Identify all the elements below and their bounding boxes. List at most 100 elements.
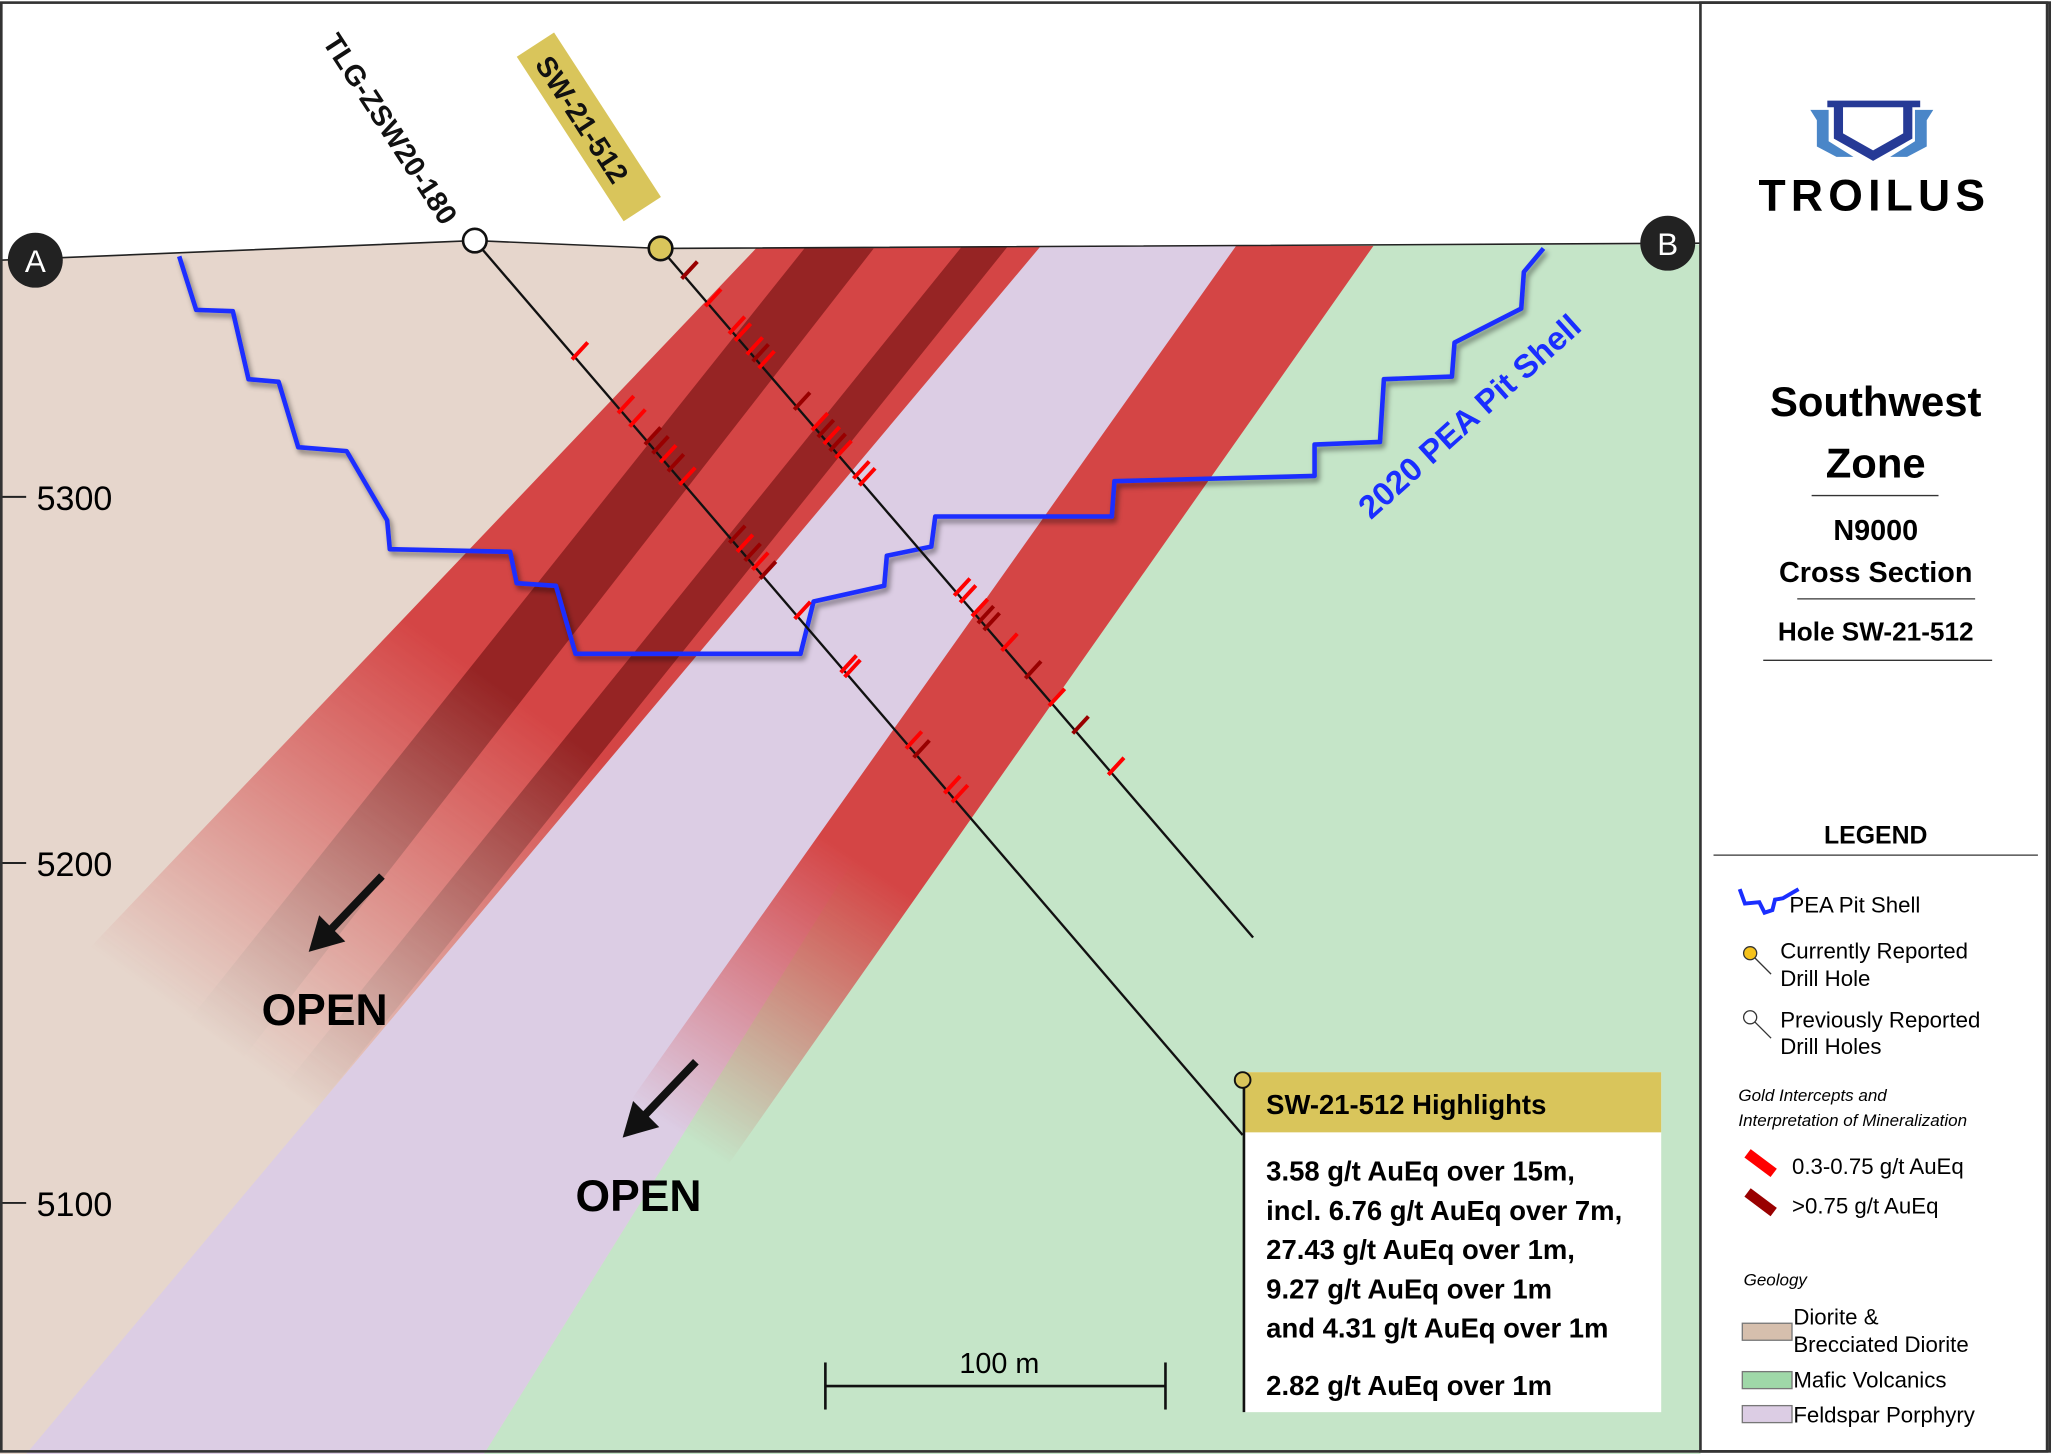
intercept-high-grade: [758, 560, 778, 580]
intercept-low-grade: [793, 600, 812, 621]
intercept-high-grade: [1023, 659, 1043, 680]
intercept-low-grade: [745, 336, 764, 356]
intercept-low-grade: [822, 425, 841, 446]
previous-drill-hole-trace: [473, 239, 1244, 1136]
section-name: N9000: [1833, 515, 1918, 547]
scale-bar: 100 m: [824, 1348, 1167, 1410]
intercept-low-grade: [616, 394, 636, 415]
pit-shell-outline: [177, 246, 1546, 657]
arrow-down-left-icon: [308, 915, 346, 952]
previous-hole-legend-icon: [1742, 1010, 1758, 1025]
intercept-high-grade: [751, 342, 770, 363]
intercept-low-grade: [857, 467, 877, 487]
highlights-title: SW-21-512 Highlights: [1266, 1089, 1546, 1120]
panel-title: Southwest: [1770, 378, 1982, 425]
legend-grade-low: 0.3-0.75 g/t AuEq: [1792, 1154, 1964, 1179]
intercept-low-grade: [942, 774, 962, 795]
section-map: 5300 5200 5100 2020 PEA Pit Shell TLG-ZS…: [0, 28, 1701, 1454]
legend-previous-holes: Drill Holes: [1780, 1034, 1881, 1059]
intercept-high-grade: [792, 391, 812, 411]
porphyry-swatch: [1741, 1404, 1793, 1424]
legend-gold-heading: Gold Intercepts and: [1738, 1086, 1887, 1105]
intercept-low-grade: [843, 658, 862, 679]
legend-mafic: Mafic Volcanics: [1793, 1367, 1946, 1392]
intercept-low-grade: [757, 349, 776, 370]
open-label-1: OPEN: [262, 986, 388, 1035]
troilus-logo: TROILUS: [1759, 100, 1991, 221]
legend-geology-heading: Geology: [1744, 1270, 1809, 1289]
grade-high-legend-icon: [1744, 1188, 1777, 1217]
intercept-high-grade: [976, 604, 996, 625]
intercept-low-grade: [852, 460, 871, 480]
intercept-high-grade: [643, 426, 663, 446]
hole-name: Hole SW-21-512: [1778, 617, 1974, 647]
intercept-high-grade: [912, 739, 931, 759]
highlight-line: and 4.31 g/t AuEq over 1m: [1266, 1313, 1608, 1344]
elevation-5100: 5100: [37, 1186, 113, 1224]
intercept-high-grade: [666, 452, 686, 473]
endpoint-a-marker: A: [7, 232, 63, 288]
logo-text: TROILUS: [1759, 172, 1991, 221]
intercept-low-grade: [678, 466, 697, 487]
highlight-line: 2.82 g/t AuEq over 1m: [1266, 1370, 1552, 1401]
panel-title: Zone: [1826, 439, 1926, 486]
intercept-low-grade: [904, 730, 924, 750]
gold-intercepts: [570, 260, 1126, 804]
intercept-low-grade: [970, 597, 990, 618]
intercept-low-grade: [703, 287, 723, 308]
legend-diorite: Diorite &: [1793, 1305, 1878, 1330]
legend: LEGEND PEA Pit Shell Currently Reported …: [1713, 822, 2038, 1428]
elevation-5300: 5300: [37, 480, 113, 518]
intercept-high-grade: [743, 542, 762, 563]
scale-bar-label: 100 m: [959, 1348, 1039, 1380]
current-hole-legend-icon: [1742, 946, 1758, 961]
legend-previous-holes: Previously Reported: [1780, 1008, 1980, 1033]
intercept-low-grade: [1047, 687, 1067, 708]
intercept-low-grade: [839, 654, 858, 674]
intercept-low-grade: [958, 584, 978, 604]
intercept-low-grade: [727, 315, 747, 336]
mineralization-zone-2: [483, 245, 1374, 1308]
intercept-low-grade: [628, 408, 647, 428]
current-hole-collar[interactable]: [647, 235, 674, 262]
intercept-low-grade: [1106, 756, 1126, 777]
surface-line: [0, 239, 1701, 261]
intercept-low-grade: [735, 533, 755, 554]
intercept-low-grade: [733, 322, 753, 342]
intercept-high-grade: [727, 524, 747, 545]
open-arrow-2: OPEN: [576, 1059, 702, 1221]
grade-low-legend-icon: [1744, 1149, 1777, 1178]
intercept-high-grade: [651, 435, 670, 455]
endpoint-b-marker: B: [1640, 215, 1696, 271]
diorite-swatch: [1741, 1322, 1793, 1341]
elevation-5200: 5200: [37, 846, 113, 884]
intercept-low-grade: [570, 341, 590, 361]
intercept-low-grade: [952, 577, 972, 597]
highlight-line: incl. 6.76 g/t AuEq over 7m,: [1266, 1195, 1622, 1226]
highlights-callout: SW-21-512 Highlights 3.58 g/t AuEq over …: [1233, 1071, 1662, 1413]
legend-gold-heading: Interpretation of Mineralization: [1738, 1111, 1967, 1130]
section-type: Cross Section: [1779, 557, 1972, 589]
intercept-high-grade: [680, 260, 699, 280]
endpoint-a-label: A: [25, 244, 46, 279]
elevation-axis: 5300 5200 5100: [0, 480, 112, 1224]
highlight-line: 3.58 g/t AuEq over 15m,: [1266, 1156, 1575, 1187]
previous-hole-collar[interactable]: [461, 227, 488, 254]
legend-title: LEGEND: [1824, 822, 1927, 849]
intercept-low-grade: [658, 443, 678, 464]
intercept-low-grade: [751, 551, 770, 571]
endpoint-b-label: B: [1657, 227, 1678, 262]
intercept-high-grade: [1071, 715, 1090, 735]
arrow-down-left-icon: [622, 1100, 660, 1138]
legend-current-hole: Currently Reported: [1780, 938, 1968, 963]
highlight-line: 9.27 g/t AuEq over 1m: [1266, 1273, 1552, 1304]
intercept-high-grade: [828, 432, 847, 453]
legend-porphyry: Feldspar Porphyry: [1793, 1403, 1975, 1428]
intercept-low-grade: [810, 411, 830, 432]
intercept-high-grade: [982, 611, 1001, 632]
legend-grade-high: >0.75 g/t AuEq: [1792, 1193, 1938, 1218]
mafic-swatch: [1741, 1370, 1793, 1390]
pit-shell-legend-icon: [1737, 887, 1800, 916]
